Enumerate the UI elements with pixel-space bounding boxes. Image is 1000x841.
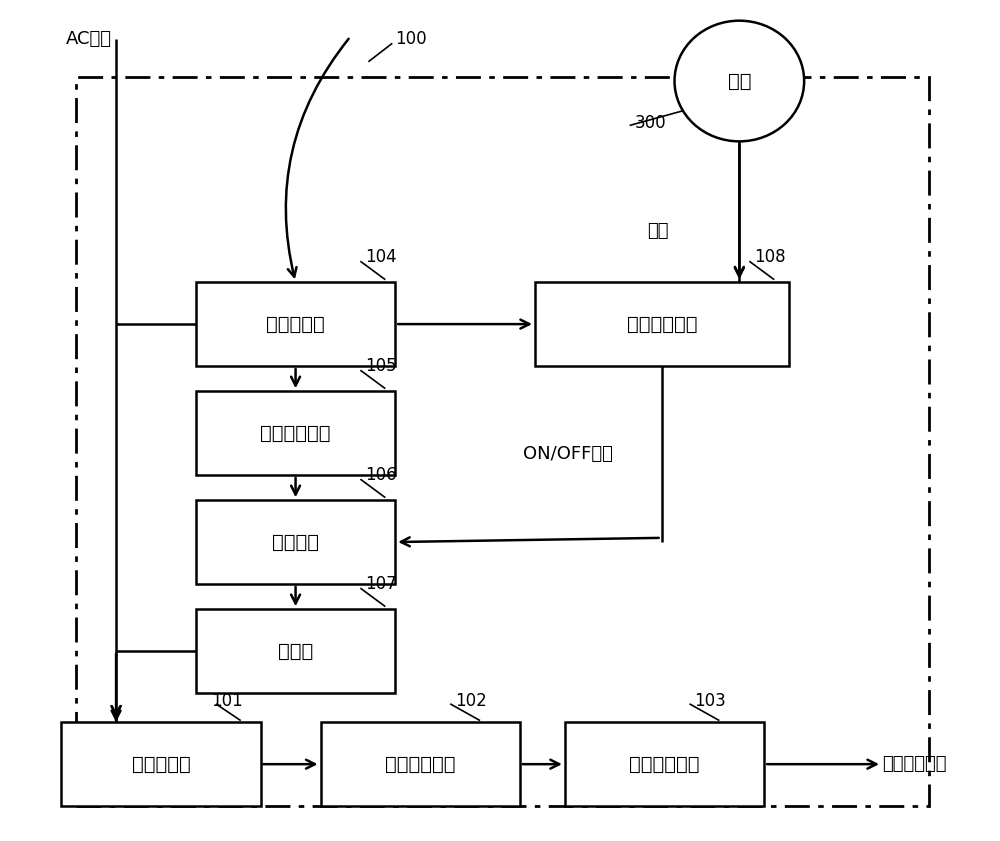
- FancyBboxPatch shape: [565, 722, 764, 806]
- FancyBboxPatch shape: [61, 722, 261, 806]
- FancyBboxPatch shape: [320, 722, 520, 806]
- Text: 108: 108: [754, 248, 786, 266]
- Text: 103: 103: [694, 692, 726, 711]
- Text: 105: 105: [365, 357, 397, 375]
- FancyBboxPatch shape: [196, 391, 395, 475]
- FancyBboxPatch shape: [196, 283, 395, 366]
- Text: 300: 300: [635, 114, 666, 132]
- FancyBboxPatch shape: [535, 283, 789, 366]
- Text: 106: 106: [365, 466, 397, 484]
- Ellipse shape: [675, 21, 804, 141]
- Text: 104: 104: [365, 248, 397, 266]
- Text: 102: 102: [455, 692, 487, 711]
- Text: 100: 100: [395, 30, 427, 48]
- Text: 主板电源接口: 主板电源接口: [385, 754, 455, 774]
- Text: 主机: 主机: [728, 71, 751, 91]
- Text: AC输入: AC输入: [66, 30, 112, 48]
- Text: 访问: 访问: [648, 222, 669, 240]
- Text: 第一变压器: 第一变压器: [132, 754, 190, 774]
- Text: 电源控制模块: 电源控制模块: [627, 315, 697, 334]
- FancyBboxPatch shape: [196, 500, 395, 584]
- Text: 101: 101: [211, 692, 243, 711]
- Text: 电压转换模块: 电压转换模块: [629, 754, 700, 774]
- Text: ON/OFF信号: ON/OFF信号: [523, 445, 613, 463]
- FancyBboxPatch shape: [196, 609, 395, 693]
- Text: 第二变压器: 第二变压器: [266, 315, 325, 334]
- Text: 107: 107: [365, 575, 397, 593]
- Text: 第一储能装置: 第一储能装置: [260, 424, 331, 442]
- Text: 指定电压输出: 指定电压输出: [882, 755, 946, 773]
- Text: 电子开关: 电子开关: [272, 532, 319, 552]
- Text: 逆变器: 逆变器: [278, 642, 313, 660]
